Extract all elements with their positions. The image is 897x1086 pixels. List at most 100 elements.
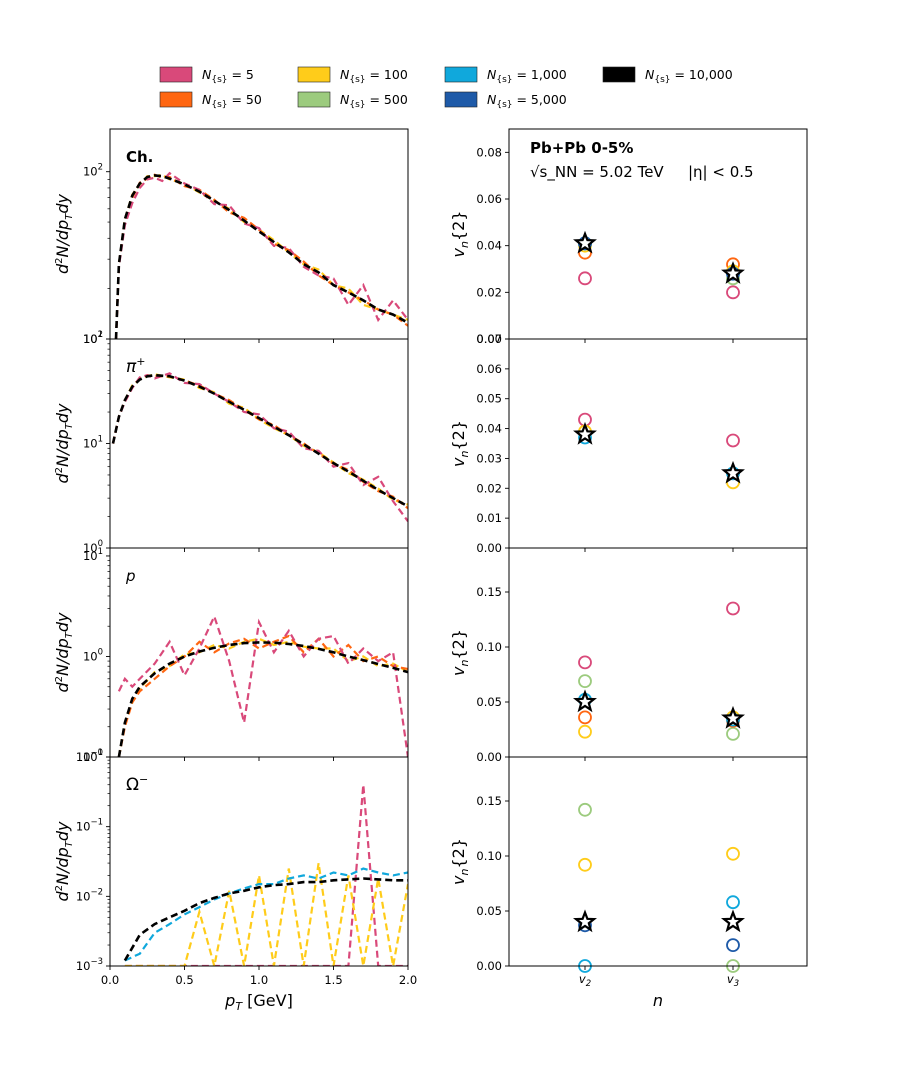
legend-sub: {s}: [349, 100, 365, 110]
legend-value: = 100: [366, 67, 408, 82]
tick-base: 10: [76, 820, 91, 834]
star-marker: [720, 909, 746, 933]
y-tick-label: 0.10: [476, 849, 502, 863]
y-tick-label: 0.01: [476, 511, 502, 525]
y-tick-label: 0.05: [476, 904, 502, 918]
circle-marker: [578, 655, 592, 670]
star-marker: [721, 460, 745, 484]
star-marker: [573, 230, 597, 254]
particle-label: Ch.: [126, 148, 153, 166]
circle-marker: [726, 938, 740, 952]
x-axis-label: n: [653, 991, 663, 1010]
ylab-part: N/dp: [53, 429, 72, 467]
ylab-part: T: [64, 213, 75, 220]
tick-base: 10: [83, 541, 98, 555]
particle-label: Ω−: [126, 773, 148, 795]
y-tick-label: 0.03: [476, 451, 502, 465]
ylab-part: T: [64, 631, 75, 638]
ylab-part: dy: [53, 612, 72, 632]
series-line: [124, 862, 408, 966]
panels: 101102Ch.d2N/dpTdy100101102π+d2N/dpTdy10…: [53, 128, 808, 1013]
cat-sub: 3: [734, 979, 739, 989]
ylab-part: d: [53, 681, 72, 692]
legend-n: N: [645, 67, 655, 82]
annotation-eta: |η| < 0.5: [688, 163, 754, 181]
circle-marker: [578, 724, 592, 739]
series-line: [117, 634, 408, 757]
legend-swatch: [297, 91, 331, 108]
circle-marker: [726, 285, 740, 300]
y-axis-label: d2N/dpTdy: [53, 821, 75, 901]
y-tick-label: 10−2: [76, 887, 103, 903]
tick-exp: 1: [98, 547, 103, 557]
star-marker: [572, 909, 598, 933]
ylab-part: 2: [54, 676, 65, 682]
series-line: [123, 877, 408, 962]
y-tick-label: 10−1: [76, 748, 103, 764]
legend-swatch: [159, 91, 193, 108]
tick-exp: 0: [98, 647, 103, 657]
series-line: [114, 171, 408, 339]
x-tick-label: 1.0: [250, 973, 268, 987]
legend-value: = 1,000: [513, 67, 567, 82]
star-marker: [721, 261, 745, 284]
y-tick-label: 102: [83, 330, 103, 346]
y-tick-label: 0.07: [476, 332, 502, 346]
ylab-rest: {2}: [449, 211, 468, 242]
plot-frame: [508, 338, 808, 549]
ylab-part: d: [53, 263, 72, 274]
series-line: [114, 173, 408, 339]
legend-value: = 500: [366, 92, 408, 107]
legend-label: N{s} = 5,000: [487, 92, 567, 110]
ylab-n: n: [458, 241, 471, 248]
tick-exp: 2: [98, 163, 103, 173]
y-tick-label: 0.00: [476, 959, 502, 973]
xlab-sub: T: [235, 1000, 243, 1013]
y-tick-label: 101: [83, 330, 103, 346]
tick-base: 10: [76, 750, 91, 764]
xlab-rest: [GeV]: [242, 991, 293, 1010]
circle-marker: [578, 802, 592, 817]
legend-swatch: [602, 66, 636, 83]
y-tick-label: 10−3: [76, 957, 103, 973]
y-tick-label: 0.04: [476, 422, 502, 436]
ylab-part: N/dp: [53, 220, 72, 258]
ylab-part: d: [53, 472, 72, 483]
series-line: [117, 641, 408, 757]
y-tick-label: 101: [83, 435, 103, 451]
legend-label: N{s} = 10,000: [645, 67, 733, 85]
tick-base: 10: [83, 332, 98, 346]
series-line: [111, 373, 408, 508]
cat-sub: 2: [586, 979, 591, 989]
star-marker: [720, 705, 746, 729]
tick-base: 10: [83, 549, 98, 563]
legend-n: N: [487, 67, 497, 82]
ylab-part: dy: [53, 194, 72, 214]
y-axis-label: d2N/dpTdy: [53, 194, 75, 274]
particle-label: π+: [126, 355, 145, 377]
y-tick-label: 0.02: [476, 481, 502, 495]
series-line: [124, 867, 408, 962]
ylab-part: dy: [53, 821, 72, 841]
x-axis-label: pT [GeV]: [224, 991, 293, 1013]
legend-n: N: [202, 67, 212, 82]
y-tick-label: 0.02: [476, 285, 502, 299]
tick-exp: 1: [98, 330, 103, 340]
annotation-energy: √s_NN = 5.02 TeV: [530, 163, 664, 182]
star-marker: [572, 689, 598, 713]
legend-swatch: [159, 66, 193, 83]
circle-marker: [726, 846, 740, 861]
ylab-part: N/dp: [53, 638, 72, 676]
series-line: [124, 784, 408, 966]
legend-n: N: [487, 92, 497, 107]
y-tick-label: 0.04: [476, 239, 502, 253]
tick-base: 10: [76, 959, 91, 973]
y-tick-label: 0.00: [476, 750, 502, 764]
ylab-part: T: [64, 840, 75, 847]
y-tick-label: 0.06: [476, 192, 502, 206]
legend-label: N{s} = 1,000: [487, 67, 567, 85]
